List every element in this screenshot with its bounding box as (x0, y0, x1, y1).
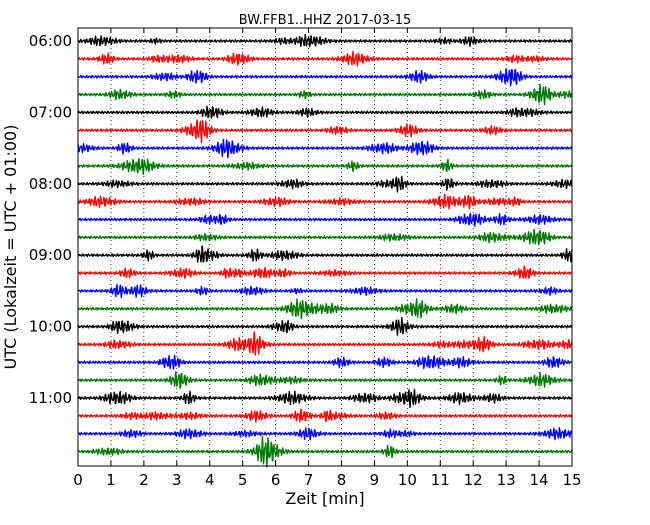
seismogram-trace (77, 105, 573, 119)
seismogram-trace (77, 228, 573, 245)
seismogram-trace (77, 212, 573, 227)
seismogram-trace (77, 317, 573, 336)
y-tick-label: 08:00 (29, 175, 72, 193)
x-axis-label: Zeit [min] (285, 489, 364, 508)
tick-layer: 0 1 2 3 4 5 6 7 8 9 10 11 12 13 14 1506:0007:0008:0009:… (29, 28, 582, 489)
seismogram-trace (77, 408, 573, 423)
y-tick-label: 09:00 (29, 246, 72, 264)
x-tick-label: 6 (271, 471, 281, 489)
x-tick-label: 0 (73, 471, 83, 489)
seismogram-trace (77, 175, 573, 193)
seismogram-trace (77, 245, 573, 263)
seismogram-trace (77, 354, 573, 370)
x-tick-label: 13 (497, 471, 516, 489)
y-tick-label: 11:00 (29, 389, 72, 407)
x-tick-label: 5 (238, 471, 248, 489)
x-tick-label: 9 (370, 471, 380, 489)
seismogram-trace (77, 193, 573, 210)
x-tick-label: 1 (106, 471, 116, 489)
seismogram-trace (77, 265, 573, 280)
seismogram-trace (77, 138, 573, 159)
x-tick-label: 11 (431, 471, 450, 489)
x-tick-label: 8 (337, 471, 347, 489)
x-tick-label: 15 (562, 471, 581, 489)
y-tick-label: 07:00 (29, 103, 72, 121)
seismogram-trace (77, 388, 573, 409)
seismogram-trace (77, 427, 573, 441)
x-tick-label: 2 (139, 471, 149, 489)
y-axis-label: UTC (Lokalzeit = UTC + 01:00) (1, 125, 20, 370)
plot-frame (77, 27, 573, 467)
x-tick-label: 14 (530, 471, 549, 489)
trace-layer (77, 33, 573, 468)
seismogram-trace (77, 371, 573, 390)
y-tick-label: 10:00 (29, 318, 72, 336)
seismogram-trace (77, 283, 573, 299)
x-tick-label: 10 (398, 471, 417, 489)
seismogram-trace (77, 157, 573, 175)
seismogram-trace (77, 331, 573, 356)
y-tick-label: 06:00 (29, 32, 72, 50)
seismogram-trace (77, 435, 573, 468)
seismogram-trace (77, 68, 573, 87)
x-tick-label: 7 (304, 471, 314, 489)
x-tick-label: 12 (464, 471, 483, 489)
seismogram-trace (77, 119, 573, 144)
seismogram-trace (77, 83, 573, 106)
x-tick-label: 3 (172, 471, 182, 489)
x-tick-label: 4 (205, 471, 215, 489)
seismogram-trace (77, 33, 573, 48)
chart-title: BW.FFB1..HHZ 2017-03-15 (239, 13, 412, 28)
seismogram-trace (77, 297, 573, 320)
seismogram-trace (77, 50, 573, 67)
